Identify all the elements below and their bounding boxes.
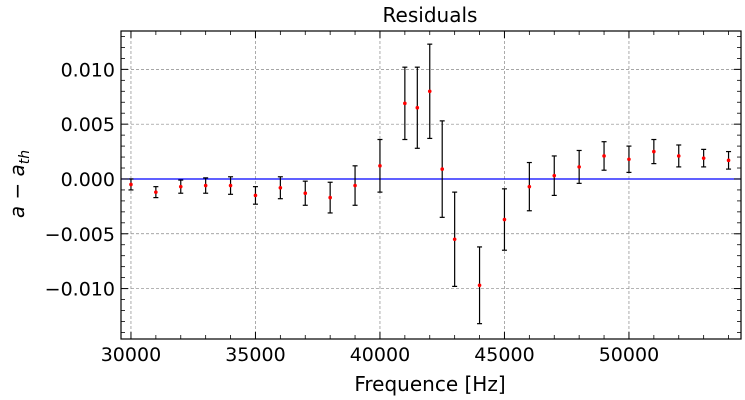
chart-title: Residuals	[383, 3, 478, 27]
tick-layer: 30000 35000 40000 45000 50000 −0.010 −0.005 0.0…	[45, 31, 741, 366]
errorbar-layer	[128, 43, 732, 325]
data-point	[228, 183, 233, 188]
y-tick-label: 0.000	[61, 169, 115, 191]
data-point	[203, 183, 208, 188]
data-point	[154, 190, 158, 194]
x-axis-label: Frequence [Hz]	[354, 372, 505, 396]
data-point	[676, 154, 681, 158]
data-point	[701, 156, 706, 160]
data-point	[129, 182, 133, 187]
y-tick-label: −0.005	[45, 224, 115, 246]
data-point	[527, 184, 532, 189]
data-point	[427, 89, 432, 94]
x-tick-label: 45000	[474, 344, 534, 366]
y-tick-label: −0.010	[45, 279, 115, 301]
data-point	[303, 191, 308, 196]
data-point	[452, 237, 457, 242]
x-tick-label: 35000	[225, 344, 285, 366]
data-point	[415, 105, 420, 110]
y-axis-label-sub: th	[17, 150, 33, 164]
data-point	[726, 158, 731, 163]
data-point	[278, 185, 283, 190]
data-point	[502, 217, 507, 222]
grid-layer	[121, 31, 741, 339]
data-point	[378, 164, 382, 168]
data-point	[477, 283, 482, 288]
data-point	[577, 165, 581, 169]
data-point	[178, 184, 183, 189]
y-axis-label-base: a − a	[5, 164, 29, 218]
x-tick-label: 30000	[101, 344, 161, 366]
data-point	[602, 154, 606, 158]
x-tick-label: 50000	[599, 344, 659, 366]
data-point	[440, 167, 445, 171]
data-point	[403, 101, 407, 106]
data-point	[652, 149, 656, 154]
y-tick-label: 0.010	[61, 59, 115, 81]
points-layer	[129, 89, 731, 288]
plot-frame	[120, 30, 742, 340]
x-tick-label: 40000	[350, 344, 410, 366]
data-point	[328, 195, 332, 200]
y-tick-label: 0.005	[61, 114, 115, 136]
data-point	[353, 183, 357, 188]
y-axis-label: a − ath	[5, 150, 33, 218]
data-point	[627, 157, 631, 162]
data-point	[552, 173, 557, 178]
data-point	[253, 193, 258, 198]
